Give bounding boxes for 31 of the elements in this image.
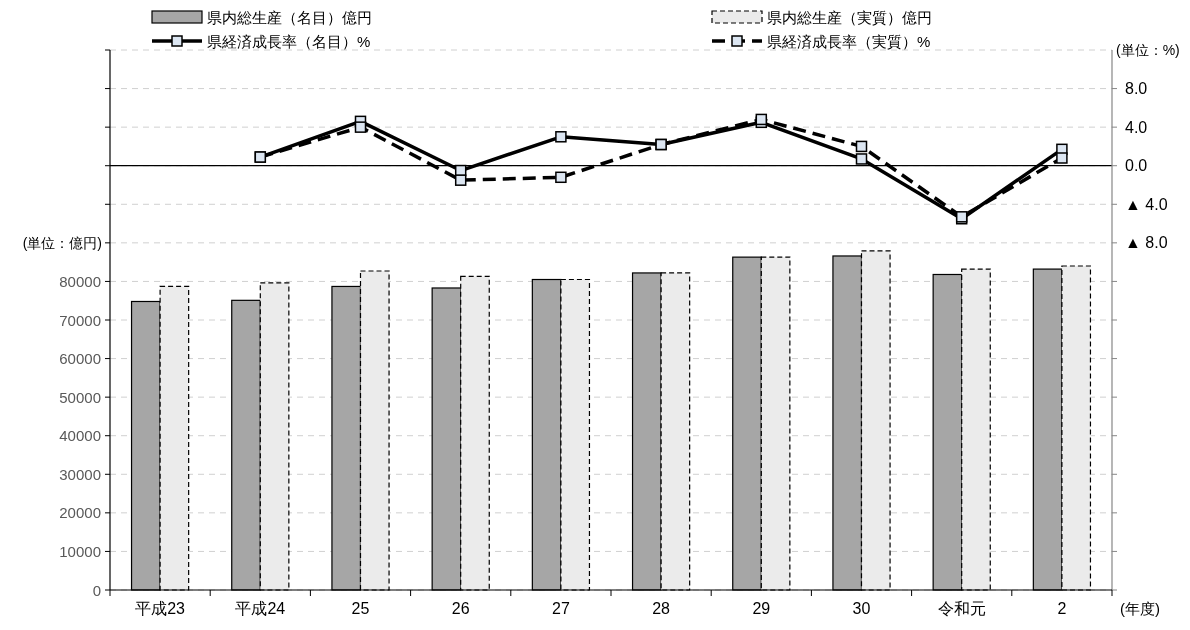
legend-label: 県内総生産（実質）億円	[767, 8, 932, 26]
x-tick-label: 令和元	[937, 599, 986, 617]
x-axis-title: (年度)	[1120, 599, 1160, 617]
y-tick-label: 50000	[59, 388, 101, 406]
y-tick-label: 30000	[59, 465, 101, 483]
y2-tick-label: 8.0	[1125, 80, 1148, 98]
x-tick-label: 28	[652, 599, 671, 617]
y2-tick-label: 4.0	[1125, 118, 1148, 136]
legend-label: 県経済成長率（実質）%	[767, 32, 931, 50]
y-tick-label: 80000	[59, 272, 101, 290]
y-tick-label: 0	[92, 581, 101, 599]
x-tick-label: 平成24	[235, 599, 286, 617]
x-tick-label: 26	[451, 599, 470, 617]
y-tick-label: 60000	[59, 350, 101, 368]
x-tick-label: 30	[852, 599, 871, 617]
x-tick-label: 2	[1057, 599, 1067, 617]
y-axis-title: (単位：億円)	[22, 235, 102, 251]
legend-label: 県内総生産（名目）億円	[207, 8, 372, 26]
y2-tick-label: ▲ 4.0	[1125, 195, 1168, 213]
y-tick-label: 10000	[59, 542, 101, 560]
y2-axis-title: (単位：%)	[1116, 42, 1180, 58]
y-tick-label: 20000	[59, 504, 101, 522]
x-tick-label: 25	[351, 599, 370, 617]
x-tick-label: 平成23	[135, 599, 186, 617]
x-tick-label: 29	[752, 599, 771, 617]
y2-tick-label: ▲ 8.0	[1125, 234, 1168, 252]
y-tick-label: 70000	[59, 311, 101, 329]
legend-label: 県経済成長率（名目）%	[207, 32, 371, 50]
x-tick-label: 27	[552, 599, 570, 617]
y2-tick-label: 0.0	[1125, 157, 1148, 175]
y-tick-label: 40000	[59, 427, 101, 445]
